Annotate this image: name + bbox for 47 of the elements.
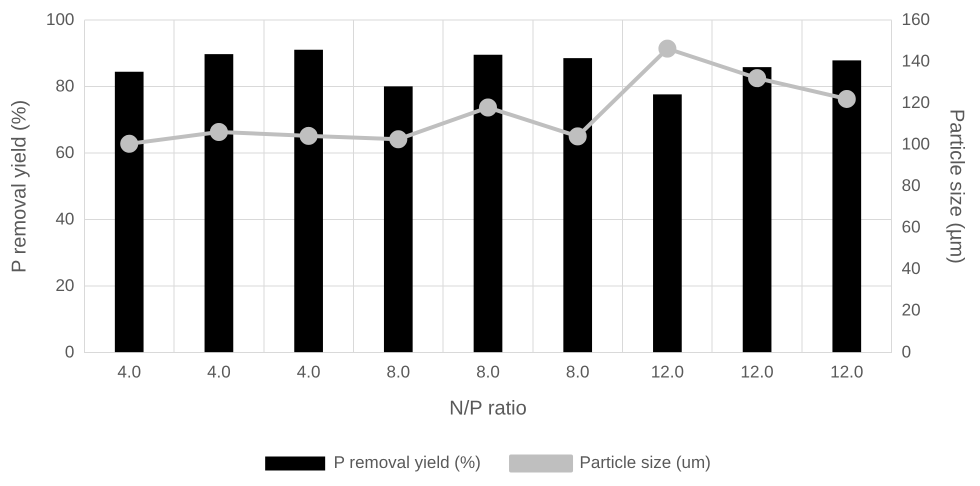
- y2-tick-label: 140: [902, 51, 930, 70]
- x-tick-label: 12.0: [830, 362, 864, 382]
- y2-tick-label: 100: [902, 134, 930, 154]
- x-tick-label: 12.0: [650, 362, 684, 382]
- y2-axis-title: Particle size (µm): [945, 108, 968, 264]
- x-tick-label: 8.0: [386, 362, 410, 382]
- x-tick-label: 4.0: [117, 362, 142, 382]
- point: [838, 90, 856, 108]
- point: [568, 127, 587, 146]
- point: [210, 122, 228, 141]
- y2-tick-label: 80: [902, 176, 921, 196]
- x-tick-label: 12.0: [740, 362, 774, 382]
- y-tick-label: 20: [55, 276, 74, 295]
- legend-label: Particle size (um): [580, 453, 711, 472]
- x-tick-label: 8.0: [566, 362, 590, 382]
- bar: [384, 86, 413, 352]
- y-tick-label: 40: [55, 209, 74, 228]
- point: [748, 69, 766, 88]
- point: [300, 126, 318, 145]
- y-axis-title: P removal yield (%): [8, 100, 31, 273]
- point: [479, 98, 497, 116]
- x-tick-label: 8.0: [476, 362, 500, 382]
- y2-tick-label: 60: [902, 218, 921, 237]
- bar: [563, 58, 592, 352]
- y2-tick-label: 120: [902, 92, 930, 112]
- y-tick-label: 0: [64, 342, 74, 362]
- legend-label: P removal yield (%): [334, 453, 481, 472]
- y2-tick-label: 20: [902, 300, 921, 320]
- bar: [742, 67, 772, 352]
- x-tick-label: 4.0: [296, 362, 320, 382]
- bar: [294, 50, 323, 352]
- y-tick-label: 100: [46, 10, 74, 29]
- bar: [204, 54, 234, 352]
- point: [120, 134, 138, 153]
- y2-tick-label: 0: [902, 342, 912, 362]
- x-tick-label: 4.0: [207, 362, 231, 382]
- bar: [474, 54, 502, 352]
- bar: [832, 60, 862, 352]
- y2-tick-label: 160: [902, 10, 930, 29]
- point: [658, 40, 676, 58]
- y2-tick-label: 40: [902, 259, 921, 278]
- y-tick-label: 80: [55, 76, 74, 96]
- bar: [653, 94, 682, 352]
- point: [389, 130, 408, 148]
- bar: [114, 72, 144, 352]
- x-axis-title: N/P ratio: [449, 398, 527, 420]
- y-tick-label: 60: [55, 142, 74, 162]
